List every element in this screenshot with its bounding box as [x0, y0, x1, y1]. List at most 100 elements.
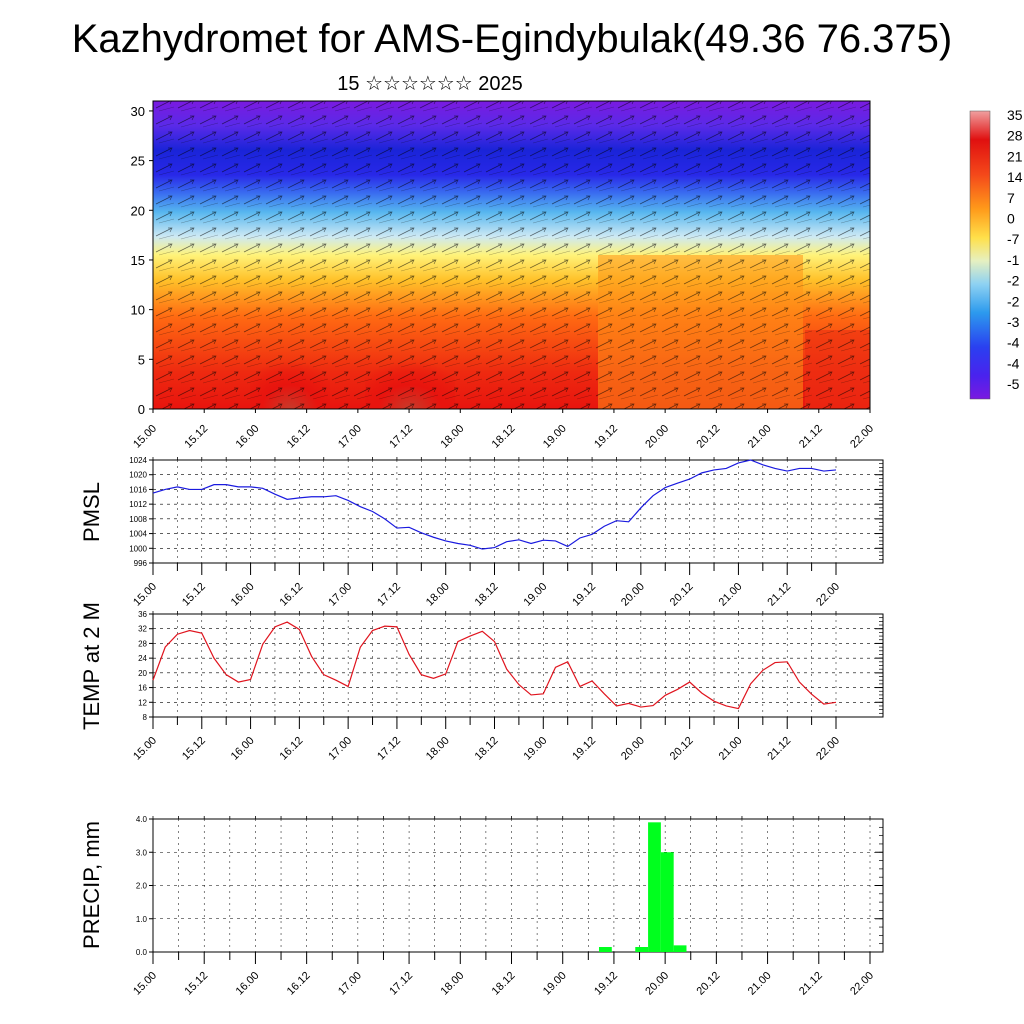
- cross-section-y-axis: 0 5 10 15 20 25 30: [131, 104, 153, 417]
- x-tick-label: 16.00: [234, 970, 262, 998]
- y-tick-label: 16: [138, 684, 147, 693]
- cs-x-tick-label: 20.12: [695, 423, 723, 451]
- cs-x-tick-label: 22.00: [848, 423, 876, 451]
- x-tick-label: 15.12: [180, 735, 208, 763]
- precip-axis-label: PRECIP, mm: [79, 821, 104, 949]
- cs-x-tick-label: 18.12: [490, 423, 518, 451]
- x-tick-label: 20.00: [619, 581, 647, 609]
- cs-x-tick-label: 20.00: [643, 423, 671, 451]
- pmsl-grid: [152, 459, 883, 564]
- colorbar-label: -2: [1007, 293, 1020, 309]
- y-tick-label: 32: [138, 625, 147, 634]
- cs-x-tick-label: 16.00: [234, 423, 262, 451]
- cs-x-tick-label: 16.12: [285, 423, 313, 451]
- temp-series-line: [152, 621, 837, 710]
- x-tick-label: 16.12: [285, 970, 313, 998]
- precip-y-axis: 4.0 3.0 2.0 1.0 0.0: [136, 815, 883, 957]
- x-tick-label: 15.12: [180, 581, 208, 609]
- cs-y-tick-label: 20: [131, 203, 145, 218]
- pmsl-frame: [152, 459, 884, 564]
- colorbar-labels: 35 28 21 14 7 0 -7 -1 -2 -2 -3 -4 -4 -5: [1007, 107, 1023, 392]
- pmsl-y-axis: 1024 1020 1016 1012 1008 1004 1000 996: [129, 456, 883, 568]
- cs-y-tick-label: 25: [131, 154, 145, 169]
- precip-panel: 4.0 3.0 2.0 1.0 0.0 15.00 15.12 16.00 16.12 17.0…: [79, 815, 884, 998]
- cs-x-tick-label: 17.00: [336, 423, 364, 451]
- y-tick-label: 1020: [129, 471, 147, 480]
- cs-y-tick-label: 15: [131, 253, 145, 268]
- cs-x-tick-label: 15.12: [182, 423, 210, 451]
- cs-x-tick-label: 19.00: [541, 423, 569, 451]
- x-tick-label: 18.00: [424, 581, 452, 609]
- precip-bar: [635, 947, 649, 952]
- x-tick-label: 16.12: [278, 581, 306, 609]
- y-tick-label: 1016: [129, 485, 147, 494]
- cross-section-x-axis: 15.00 15.12 16.00 16.12 17.00 17.12 18.00 18.12…: [131, 409, 876, 451]
- x-tick-label: 19.00: [521, 581, 549, 609]
- x-tick-label: 20.00: [643, 970, 671, 998]
- y-tick-label: 1004: [129, 530, 147, 539]
- colorbar-label: -4: [1007, 355, 1020, 371]
- pmsl-series-line: [152, 459, 837, 550]
- colorbar-label: -5: [1007, 376, 1020, 392]
- pmsl-x-axis: 15.00 15.12 16.00 16.12 17.00 17.12 18.00 18.12…: [131, 457, 842, 609]
- x-tick-label: 19.12: [570, 581, 598, 609]
- pmsl-axis-label: PMSL: [79, 482, 104, 542]
- y-tick-label: 1.0: [136, 915, 148, 924]
- cs-x-tick-label: 19.12: [592, 423, 620, 451]
- cs-x-tick-label: 17.12: [387, 423, 415, 451]
- colorbar-label: -7: [1007, 231, 1020, 247]
- cs-x-tick-label: 21.00: [746, 423, 774, 451]
- x-tick-label: 15.00: [131, 581, 159, 609]
- x-tick-label: 21.00: [717, 735, 745, 763]
- y-tick-label: 36: [138, 610, 147, 619]
- cross-section-wind-vectors: [153, 101, 870, 409]
- cs-x-tick-label: 18.00: [438, 423, 466, 451]
- cs-y-tick-label: 5: [138, 352, 145, 367]
- x-tick-label: 15.12: [182, 970, 210, 998]
- precip-bar: [598, 947, 612, 952]
- x-tick-label: 19.12: [592, 970, 620, 998]
- colorbar-label: -4: [1007, 335, 1020, 351]
- precip-x-axis: 15.00 15.12 16.00 16.12 17.00 17.12 18.00 18.12…: [131, 816, 876, 998]
- y-tick-label: 0.0: [136, 948, 148, 957]
- chart-date-subtitle: 15 ☆☆☆☆☆☆ 2025: [337, 73, 523, 95]
- precip-bar: [648, 822, 661, 952]
- temp-panel: 36 32 28 24 20 16 12 8 15.00 15.12 16.00 16.12 17.0…: [79, 602, 884, 763]
- y-tick-label: 1000: [129, 544, 147, 553]
- x-tick-label: 17.00: [326, 581, 354, 609]
- x-tick-label: 17.12: [375, 581, 403, 609]
- x-tick-label: 21.12: [765, 581, 793, 609]
- y-tick-label: 28: [138, 639, 147, 648]
- x-tick-label: 20.12: [668, 581, 696, 609]
- x-tick-label: 15.00: [131, 735, 159, 763]
- x-tick-label: 18.00: [424, 735, 452, 763]
- x-tick-label: 17.00: [326, 735, 354, 763]
- y-tick-label: 20: [138, 669, 147, 678]
- x-tick-label: 16.00: [229, 581, 257, 609]
- temp-y-axis: 36 32 28 24 20 16 12 8: [138, 610, 883, 722]
- x-tick-label: 17.12: [387, 970, 415, 998]
- y-tick-label: 996: [134, 559, 148, 568]
- cs-y-tick-label: 30: [131, 104, 145, 119]
- x-tick-label: 18.12: [473, 581, 501, 609]
- x-tick-label: 18.12: [490, 970, 518, 998]
- y-tick-label: 24: [138, 654, 147, 663]
- temp-frame: [152, 613, 884, 718]
- y-tick-label: 4.0: [136, 815, 148, 824]
- cross-section-panel: 0 5 10 15 20 25 30 15.00 15.12 16.00 16.12 17.00 17…: [131, 100, 876, 451]
- precip-grid: [152, 818, 883, 953]
- x-tick-label: 19.00: [521, 735, 549, 763]
- x-tick-label: 19.12: [570, 735, 598, 763]
- colorbar-label: -3: [1007, 314, 1020, 330]
- x-tick-label: 22.00: [814, 735, 842, 763]
- colorbar: 35 28 21 14 7 0 -7 -1 -2 -2 -3 -4 -4 -5: [969, 107, 1023, 400]
- colorbar-label: 0: [1007, 211, 1015, 227]
- x-tick-label: 17.00: [336, 970, 364, 998]
- cs-x-tick-label: 21.12: [797, 423, 825, 451]
- cs-y-tick-label: 10: [131, 303, 145, 318]
- x-tick-label: 21.00: [717, 581, 745, 609]
- y-tick-label: 8: [143, 713, 148, 722]
- temp-grid: [152, 613, 883, 718]
